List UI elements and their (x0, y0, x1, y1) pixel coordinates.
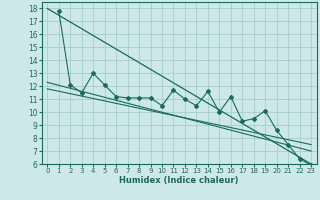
X-axis label: Humidex (Indice chaleur): Humidex (Indice chaleur) (119, 176, 239, 185)
